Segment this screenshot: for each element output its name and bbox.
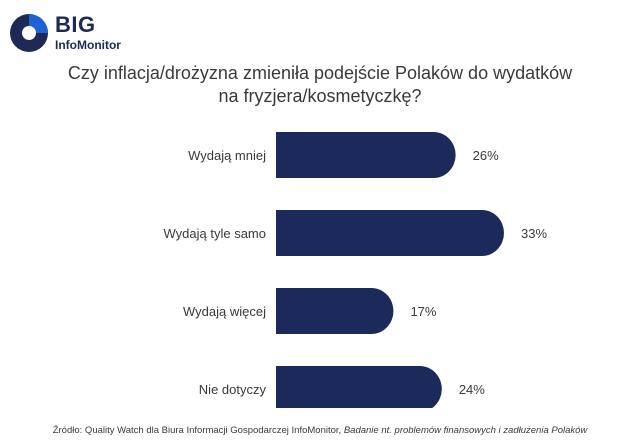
logo: BIG InfoMonitor	[10, 10, 150, 56]
chart-title: Czy inflacja/drożyzna zmieniła podejście…	[0, 62, 640, 108]
logo-big-text: BIG	[55, 12, 96, 37]
value-label-3: 24%	[459, 382, 485, 397]
bar-chart: Wydają mniej 26% Wydają tyle samo 33% Wydają…	[164, 132, 547, 408]
bar-3	[276, 366, 442, 408]
bar-1	[276, 210, 504, 256]
category-label-2: Wydają więcej	[183, 304, 266, 319]
category-label-3: Nie dotyczy	[199, 382, 267, 397]
source-note: Źródło: Quality Watch dla Biura Informac…	[0, 425, 640, 436]
value-label-1: 33%	[521, 226, 547, 241]
category-label-1: Wydają tyle samo	[164, 226, 266, 241]
bar-0	[276, 132, 456, 178]
category-label-0: Wydają mniej	[188, 148, 266, 163]
chart-title-line-2: na fryzjera/kosmetyczkę?	[218, 86, 422, 106]
chart-title-line-1: Czy inflacja/drożyzna zmieniła podejście…	[67, 63, 573, 83]
infomonitor-logo-mark-icon	[10, 14, 48, 52]
value-label-2: 17%	[410, 304, 436, 319]
logo-sub-text: InfoMonitor	[55, 38, 121, 52]
source-prefix: Źródło: Quality Watch dla Biura Informac…	[52, 425, 344, 436]
bar-2	[276, 288, 394, 334]
source-italic: Badanie nt. problemów finansowych i zadł…	[343, 425, 588, 436]
value-label-0: 26%	[473, 148, 499, 163]
